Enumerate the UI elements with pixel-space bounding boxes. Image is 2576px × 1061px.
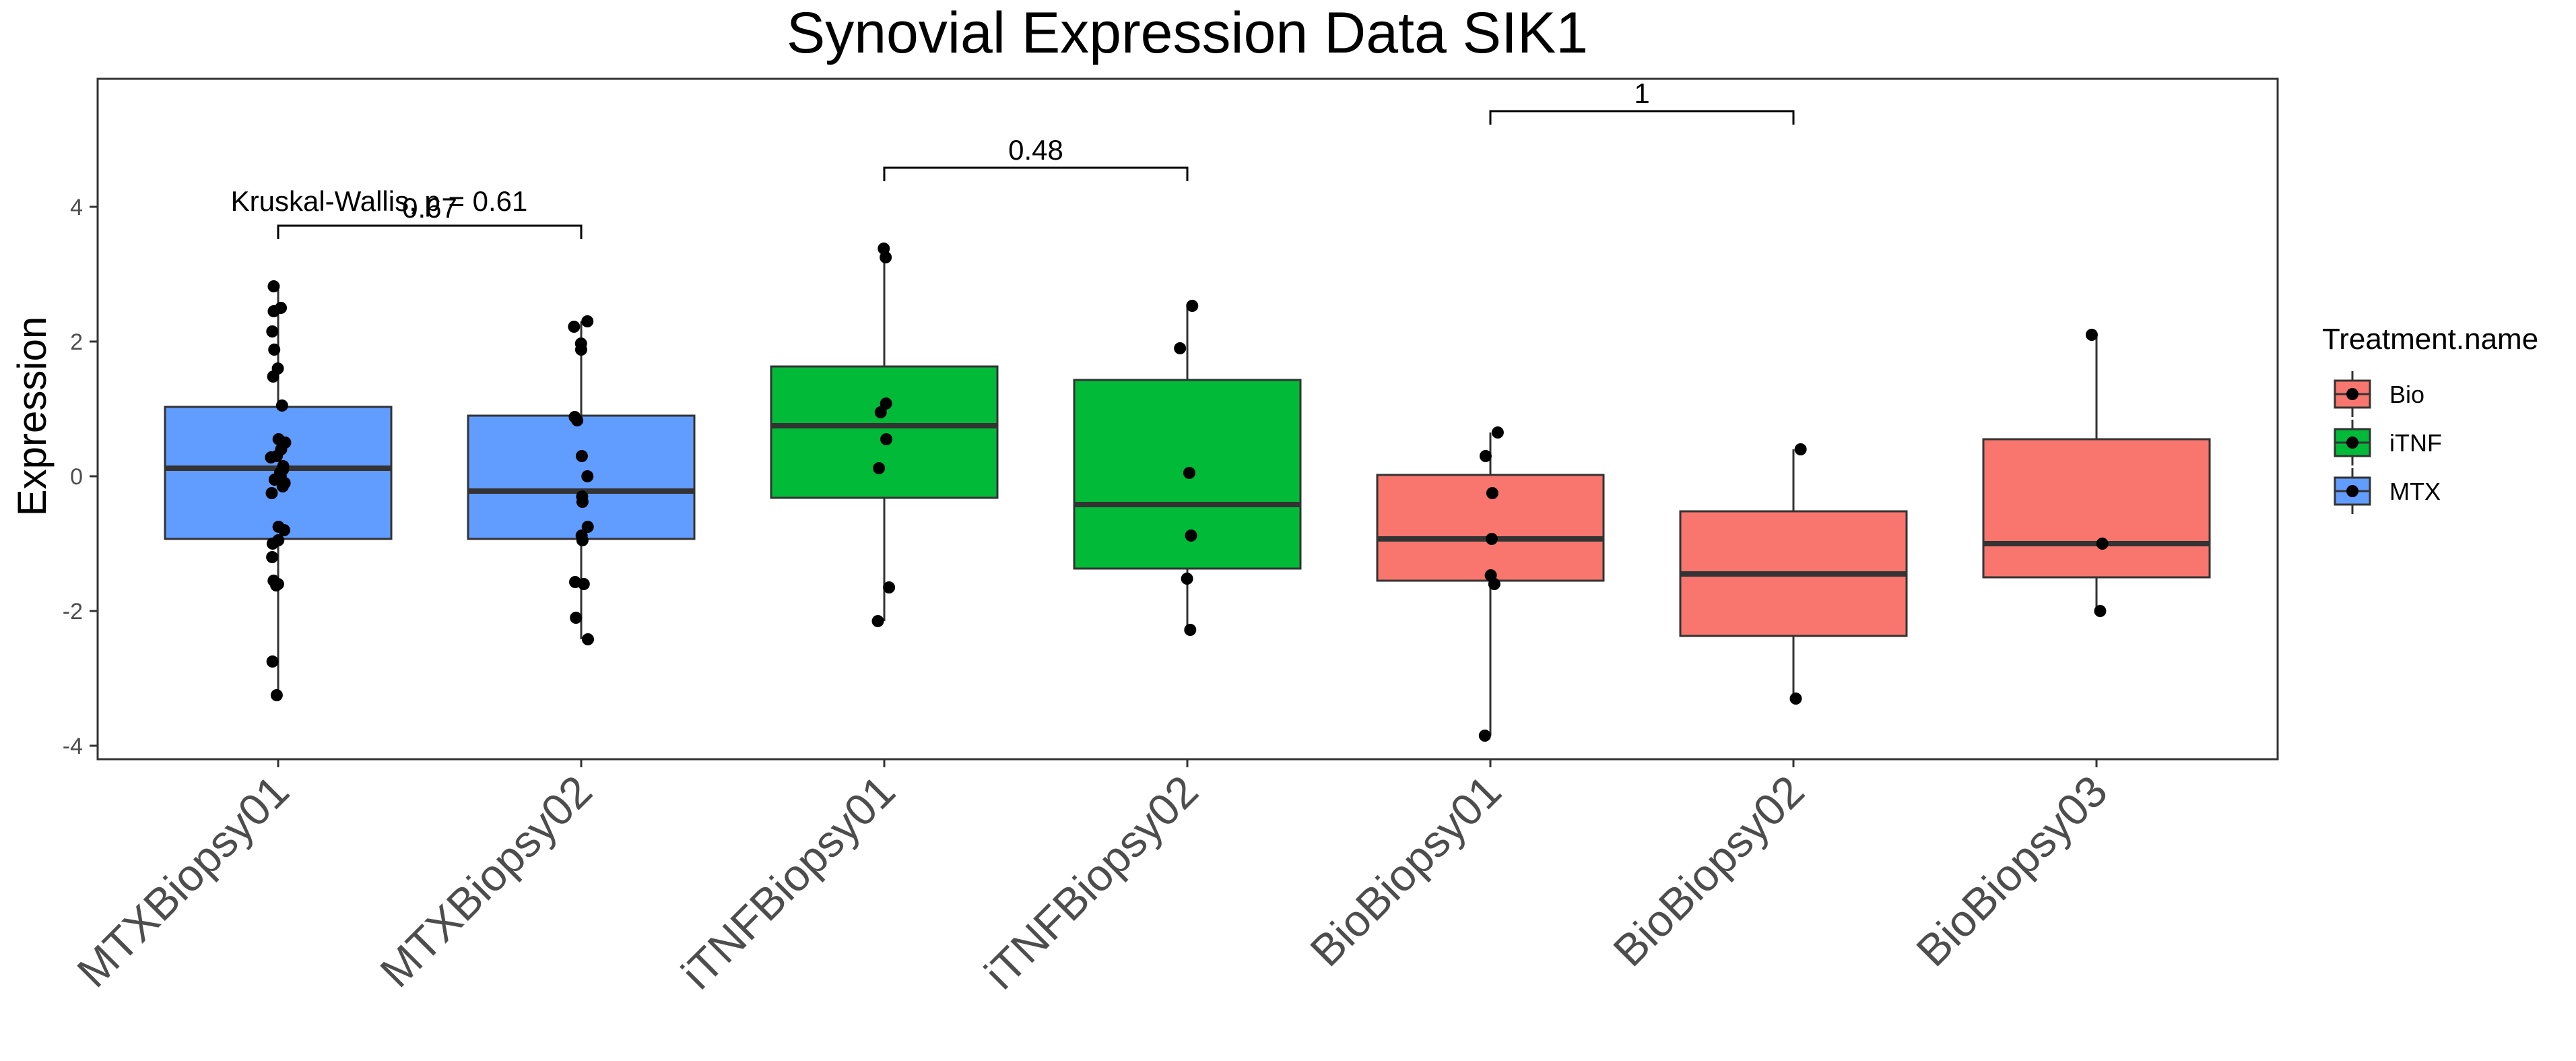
data-point: [265, 451, 277, 463]
legend-key-point: [2346, 437, 2358, 449]
data-point: [2096, 538, 2109, 550]
box-BioBiopsy03: [1982, 329, 2211, 617]
data-point: [582, 633, 595, 645]
legend-item-iTNF: iTNF: [2334, 420, 2442, 465]
data-point: [880, 397, 892, 410]
data-point: [871, 615, 884, 627]
y-tick-label: 0: [70, 464, 83, 490]
kruskal-wallis-annotation: Kruskal-Wallis, p = 0.61: [231, 185, 528, 217]
box-body: [467, 414, 696, 540]
data-point: [267, 371, 279, 383]
data-point: [576, 496, 589, 508]
data-point: [2085, 329, 2098, 341]
data-point: [570, 612, 583, 624]
legend-label: Bio: [2389, 381, 2424, 408]
data-point: [581, 470, 594, 482]
data-point: [267, 280, 280, 292]
data-point: [1478, 730, 1491, 742]
box-body: [770, 365, 999, 499]
box-BioBiopsy02: [1679, 443, 1908, 705]
comparison-bracket: 0.48: [883, 134, 1189, 181]
box-iTNFBiopsy02: [1073, 300, 1302, 636]
data-point: [568, 321, 581, 333]
legend-item-MTX: MTX: [2334, 468, 2441, 514]
data-point: [1184, 624, 1197, 636]
y-tick-label: -2: [63, 599, 83, 624]
x-tick-label: MTXBiopsy01: [67, 766, 298, 997]
comparison-bracket: 0.67: [277, 192, 583, 239]
data-point: [265, 487, 278, 499]
data-point: [2094, 605, 2107, 617]
data-point: [1183, 467, 1195, 479]
data-point: [1181, 573, 1193, 585]
data-point: [581, 521, 594, 533]
data-point: [1794, 443, 1807, 455]
data-point: [1488, 578, 1500, 590]
data-point: [270, 579, 283, 591]
data-point: [268, 344, 281, 356]
data-point: [276, 480, 289, 492]
box-MTXBiopsy01: [164, 280, 393, 701]
data-point: [266, 325, 279, 337]
data-point: [575, 450, 588, 462]
chart-title: Synovial Expression Data SIK1: [787, 1, 1588, 65]
data-point: [1486, 487, 1498, 499]
data-point: [268, 474, 281, 486]
data-point: [275, 399, 288, 412]
comparison-p-value: 0.48: [1008, 134, 1063, 166]
legend: Treatment.name Bio iTNF MTX: [2322, 323, 2538, 514]
y-tick-label: 4: [70, 195, 83, 220]
data-point: [1479, 450, 1492, 462]
bracket-line: [883, 166, 1189, 181]
data-point: [266, 551, 279, 563]
data-point: [574, 344, 587, 356]
legend-key-point: [2346, 388, 2358, 400]
box-BioBiopsy01: [1376, 426, 1605, 742]
data-point: [266, 655, 279, 668]
comparison-bracket: 1: [1489, 77, 1795, 125]
legend-title: Treatment.name: [2322, 323, 2538, 356]
bracket-line: [277, 224, 583, 239]
data-point: [576, 534, 589, 546]
bracket-line: [1489, 110, 1795, 125]
x-tick-label: iTNFBiopsy01: [671, 766, 904, 998]
data-point: [880, 433, 893, 445]
data-point: [880, 251, 892, 263]
plot-area: -4 -2 0 2 4 MTXBiopsy01 MTXBiopsy02 iTNFBiopsy0…: [63, 77, 2279, 998]
data-point: [270, 689, 283, 701]
data-point: [1789, 693, 1802, 705]
data-point: [1185, 529, 1197, 542]
x-tick-label: BioBiopsy01: [1300, 766, 1511, 976]
box-body: [1982, 438, 2211, 579]
data-point: [1491, 426, 1504, 439]
x-tick-label: iTNFBiopsy02: [975, 766, 1207, 998]
data-point: [581, 315, 594, 327]
x-tick-label: MTXBiopsy02: [370, 766, 601, 997]
data-point: [883, 581, 896, 593]
data-point: [267, 305, 280, 317]
data-point: [873, 462, 886, 474]
legend-label: MTX: [2389, 478, 2441, 505]
legend-label: iTNF: [2389, 429, 2442, 457]
data-point: [1485, 533, 1498, 545]
comparison-p-value: 1: [1634, 77, 1649, 109]
box-MTXBiopsy02: [467, 315, 696, 645]
data-point: [277, 524, 290, 536]
legend-key-point: [2346, 485, 2358, 497]
legend-item-Bio: Bio: [2334, 371, 2424, 417]
data-point: [577, 578, 590, 590]
data-point: [874, 406, 887, 418]
y-axis-title: Expression: [9, 317, 55, 517]
box-iTNFBiopsy01: [770, 243, 999, 627]
comparison-p-value: 0.67: [402, 192, 457, 224]
y-tick-label: -4: [63, 734, 83, 759]
data-point: [571, 414, 584, 426]
data-point: [1186, 300, 1199, 312]
x-tick-label: BioBiopsy03: [1907, 766, 2117, 976]
x-tick-label: BioBiopsy02: [1604, 766, 1814, 976]
data-point: [1174, 342, 1187, 354]
y-tick-label: 2: [70, 329, 83, 355]
data-point: [266, 538, 279, 550]
